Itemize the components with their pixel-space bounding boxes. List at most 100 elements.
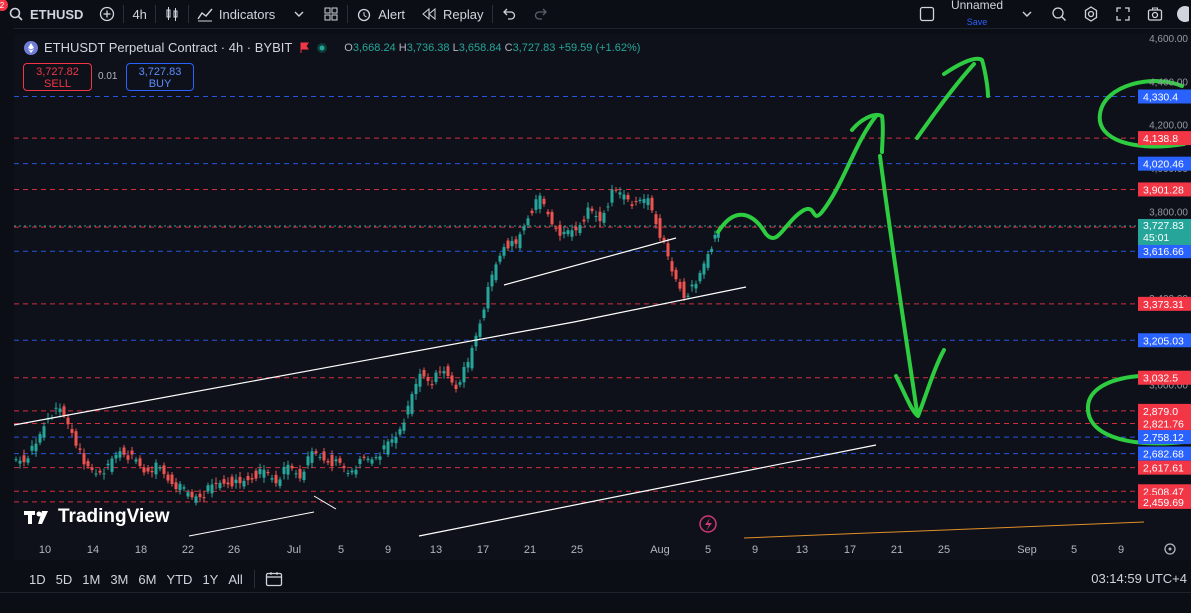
timeframe-6m[interactable]: 6M — [138, 571, 157, 587]
quick-search-button[interactable] — [1043, 0, 1075, 28]
candle — [546, 209, 550, 217]
badge-label: 2,879.0 — [1143, 406, 1178, 418]
candle — [626, 192, 630, 203]
price-level-badge[interactable]: 3,373.31 — [1138, 296, 1191, 311]
price-tick-label: 3,800.00 — [1149, 207, 1188, 218]
layout-menu-button[interactable] — [1011, 0, 1043, 28]
candle — [602, 210, 606, 226]
replay-button[interactable]: Replay — [413, 0, 491, 28]
candle — [470, 345, 474, 372]
account-avatar[interactable] — [1171, 0, 1191, 28]
candle — [534, 194, 538, 214]
price-chart[interactable]: 10 14 18 22 26 Jul 5 9 13 17 21 25 Aug 5 9 13 17 21 25 Sep 5… — [14, 34, 1191, 560]
candle — [710, 246, 714, 255]
alert-label: Alert — [378, 6, 406, 22]
price-level-badge[interactable]: 2,821.76 — [1138, 416, 1191, 431]
badge-label: 2,459.69 — [1143, 497, 1184, 509]
time-tick-label: 9 — [1118, 544, 1124, 556]
price-level-badge[interactable]: 3,032.5 — [1138, 370, 1191, 385]
price-level-badge[interactable]: 3,616.66 — [1138, 244, 1191, 259]
timeframe-all[interactable]: All — [228, 571, 243, 587]
chart-pane[interactable]: 10 14 18 22 26 Jul 5 9 13 17 21 25 Aug 5 9 13 17 21 25 Sep 5… — [14, 34, 1191, 560]
candle — [102, 468, 106, 480]
layout-button[interactable] — [315, 0, 347, 28]
badge-label: 2,682.68 — [1143, 449, 1184, 461]
candle — [70, 424, 74, 437]
symbol-search[interactable]: ETHUSD — [0, 0, 91, 28]
interval-button[interactable]: 4h — [124, 0, 154, 28]
alert-marker[interactable] — [699, 515, 717, 533]
badge-label: 3,032.5 — [1143, 373, 1178, 385]
utc-clock[interactable]: 03:14:59 UTC+4 — [1091, 571, 1187, 586]
trendline-long[interactable] — [14, 321, 575, 426]
candle — [450, 371, 454, 386]
buy-button[interactable]: 3,727.83 BUY — [126, 63, 194, 91]
candlesticks — [14, 184, 720, 506]
candle — [202, 491, 206, 502]
chart-type-button[interactable] — [156, 0, 188, 28]
candle — [22, 449, 26, 467]
price-level-badge[interactable]: 2,617.61 — [1138, 460, 1191, 475]
chevron-down-icon — [1022, 11, 1032, 17]
undo-button[interactable] — [493, 0, 525, 28]
price-level-badge[interactable]: 4,138.8 — [1138, 131, 1191, 146]
settings-button[interactable] — [1075, 0, 1107, 28]
templates-button[interactable] — [283, 0, 315, 28]
trendline-long-ext[interactable] — [573, 286, 747, 323]
toolbar-divider — [123, 5, 125, 23]
time-tick-label: 17 — [477, 544, 489, 556]
badge-bg — [1138, 494, 1191, 509]
candle — [146, 464, 150, 475]
price-level-badge[interactable]: 3,205.03 — [1138, 333, 1191, 348]
layout-checkbox[interactable] — [911, 0, 943, 28]
candle — [178, 480, 182, 495]
sell-button[interactable]: 3,727.82 SELL — [23, 63, 92, 91]
candle — [406, 400, 410, 419]
time-tick-label: 9 — [752, 544, 758, 556]
snapshot-button[interactable] — [1139, 0, 1171, 28]
candle — [582, 215, 586, 225]
price-level-badge[interactable]: 4,330.4 — [1138, 89, 1191, 104]
price-level-badge[interactable]: 4,020.46 — [1138, 156, 1191, 171]
compare-symbol-button[interactable] — [91, 0, 123, 28]
trendlines — [14, 237, 1145, 539]
candle — [162, 462, 166, 479]
camera-icon — [1147, 7, 1163, 21]
notification-count: 2 — [0, 1, 5, 10]
candle — [426, 373, 430, 386]
price-level-badge[interactable]: 3,901.28 — [1138, 182, 1191, 197]
timeframe-5d[interactable]: 5D — [55, 571, 73, 587]
price-level-badge[interactable]: 2,682.68 — [1138, 446, 1191, 461]
price-level-badge[interactable]: 2,758.12 — [1138, 430, 1191, 445]
candle — [206, 482, 210, 494]
timeframe-1m[interactable]: 1M — [82, 571, 101, 587]
trendline-lower[interactable] — [418, 444, 877, 537]
indicators-button[interactable]: Indicators — [189, 0, 283, 28]
candle — [198, 489, 202, 503]
time-tick-label: 21 — [524, 544, 536, 556]
candle — [694, 280, 698, 293]
candle — [462, 361, 466, 388]
layout-name-button[interactable]: Unnamed Save — [943, 0, 1011, 28]
candle — [490, 271, 494, 292]
redo-icon — [534, 8, 547, 20]
trendline-orange[interactable] — [743, 521, 1145, 539]
price-level-badge[interactable]: 2,879.0 — [1138, 403, 1191, 418]
date-range-icon[interactable] — [265, 571, 283, 587]
alert-button[interactable]: Alert — [348, 0, 413, 28]
trendline-short[interactable] — [503, 237, 677, 286]
timeframe-1d[interactable]: 1D — [29, 571, 46, 587]
price-level-badge[interactable]: 2,459.69 — [1138, 494, 1191, 509]
candle — [106, 459, 110, 471]
fullscreen-button[interactable] — [1107, 0, 1139, 28]
timeframe-3m[interactable]: 3M — [110, 571, 129, 587]
timeframe-ytd[interactable]: YTD — [166, 571, 193, 587]
redo-button[interactable] — [525, 0, 557, 28]
left-drawing-toolbar — [0, 28, 14, 588]
timezone-settings[interactable] — [1164, 543, 1176, 555]
trendline-small-2[interactable] — [188, 511, 315, 537]
trendline-small[interactable] — [313, 495, 337, 510]
timeframe-1y[interactable]: 1Y — [202, 571, 219, 587]
avatar-icon — [1177, 6, 1189, 22]
